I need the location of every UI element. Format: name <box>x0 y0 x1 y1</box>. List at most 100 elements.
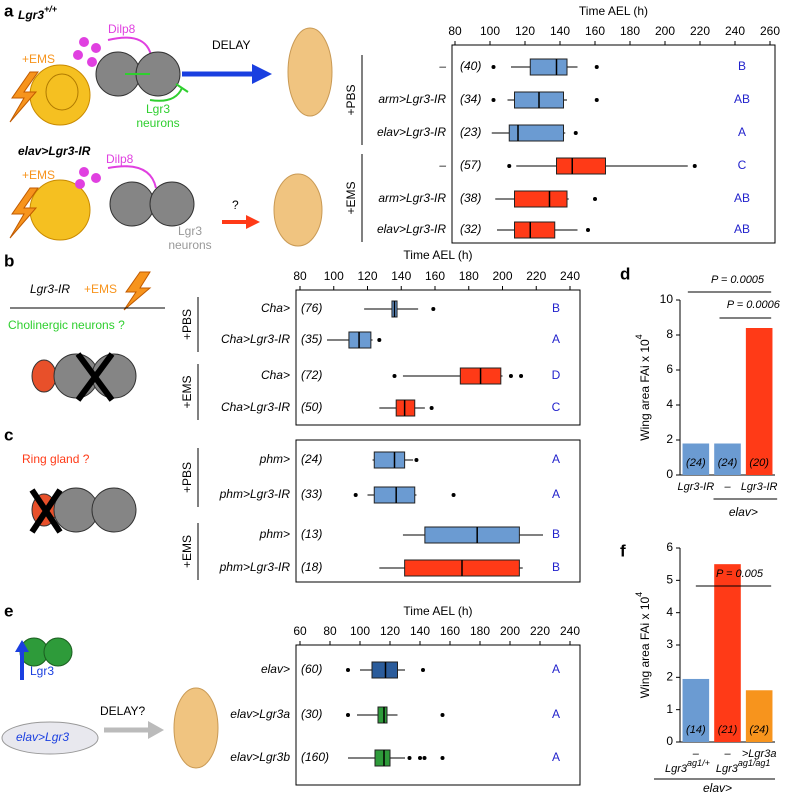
outlier <box>431 307 436 311</box>
axis-title: Time AEL (h) <box>403 248 472 262</box>
arrow-head <box>148 721 164 739</box>
neurons-label: Lgr3 <box>146 102 170 116</box>
outlier <box>594 65 599 69</box>
y-axis-title-sup: 4 <box>634 592 644 597</box>
bar <box>682 678 710 742</box>
significance-letter: C <box>738 158 747 172</box>
row-label: arm>Lgr3-IR <box>378 191 446 205</box>
significance-letter: B <box>738 59 746 73</box>
panel-label: b <box>4 251 14 270</box>
significance-letter: A <box>552 332 560 346</box>
x-tick-label: 120 <box>515 24 535 38</box>
x-tick-label: Lgr3-IR <box>741 481 778 493</box>
significance-letter: A <box>552 707 560 721</box>
significance-letter: A <box>552 750 560 764</box>
x-tick-label: – <box>692 748 700 760</box>
outlier <box>377 338 382 342</box>
y-tick-label: 6 <box>666 362 673 376</box>
x-tick-label: 140 <box>410 624 430 638</box>
x-tick-label: 180 <box>459 269 479 283</box>
group-label: elav> <box>729 505 758 519</box>
treatment: +EMS <box>22 52 55 66</box>
outlier <box>392 374 397 378</box>
sample-size: (30) <box>301 707 322 721</box>
panel-label: c <box>4 425 13 444</box>
significance-letter: B <box>552 560 560 574</box>
x-tick-label: 200 <box>500 624 520 638</box>
significance-letter: A <box>552 487 560 501</box>
sample-size: (18) <box>301 560 322 574</box>
box <box>395 399 416 417</box>
x-tick-label: 80 <box>448 24 462 38</box>
pupa <box>173 687 219 769</box>
box <box>556 157 606 175</box>
p-value: P = 0.0005 <box>711 274 765 286</box>
dilp8-dots <box>73 37 101 67</box>
treatment: +EMS <box>22 168 55 182</box>
cross <box>29 488 63 534</box>
x-tick-label: 200 <box>492 269 512 283</box>
x-tick-label: 120 <box>357 269 377 283</box>
significance-letter: D <box>552 368 561 382</box>
row-label: phm> <box>259 452 290 466</box>
arrow-head <box>252 64 272 84</box>
dot <box>91 43 101 53</box>
lightning <box>123 271 152 311</box>
sample-size: (35) <box>301 332 322 346</box>
inhibition <box>149 87 183 102</box>
neurons-label: neurons <box>168 238 211 252</box>
box <box>424 526 520 544</box>
row-label: elav> <box>261 662 290 676</box>
x-tick-label: 180 <box>620 24 640 38</box>
cross <box>75 352 115 402</box>
neurons-label: neurons <box>136 116 179 130</box>
row-label: arm>Lgr3-IR <box>378 92 446 106</box>
x-tick-label: 100 <box>324 269 344 283</box>
y-tick-label: 6 <box>666 540 673 554</box>
panel-label: e <box>4 601 13 620</box>
sample-size: (72) <box>301 368 322 382</box>
sample-size: (34) <box>460 92 481 106</box>
axis-title: Time AEL (h) <box>403 604 472 618</box>
panel-label: a <box>4 1 14 20</box>
sample-size: (24) <box>686 457 706 469</box>
bar <box>682 443 710 475</box>
box <box>374 749 391 767</box>
plot-frame <box>295 439 581 583</box>
row-label: – <box>438 158 446 172</box>
outlier <box>346 668 350 672</box>
sample-size: (57) <box>460 158 481 172</box>
x-tick-label: 160 <box>585 24 605 38</box>
y-tick-label: 4 <box>666 605 673 619</box>
row-label: elav>Lgr3-IR <box>377 222 446 236</box>
significance-letter: C <box>552 400 561 414</box>
outlier <box>491 98 496 102</box>
x-tick-label: 100 <box>480 24 500 38</box>
y-tick-label: 5 <box>666 573 673 587</box>
schematic-c: Ring gland ? <box>22 452 137 534</box>
outlier <box>418 756 422 760</box>
sample-size: (24) <box>718 457 738 469</box>
disc-fold <box>45 73 79 111</box>
sample-size: (76) <box>301 301 322 315</box>
x-tick-label: 240 <box>725 24 745 38</box>
sample-size: (24) <box>301 452 322 466</box>
group-label: elav> <box>703 781 732 795</box>
larva <box>273 173 323 247</box>
signal: Dilp8 <box>106 152 134 166</box>
row-label: Cha> <box>261 368 290 382</box>
outlier <box>491 65 496 69</box>
sample-size: (60) <box>301 662 322 676</box>
x-tick-label: 100 <box>350 624 370 638</box>
dot <box>91 173 101 183</box>
significance-letter: B <box>552 301 560 315</box>
outlier <box>692 164 697 168</box>
plot-frame <box>295 644 581 786</box>
sample-size: (50) <box>301 400 322 414</box>
outlier <box>346 713 350 717</box>
x-tick-label: 80 <box>293 269 307 283</box>
sample-size: (32) <box>460 222 481 236</box>
question: Ring gland ? <box>22 452 90 466</box>
outlier <box>594 98 599 102</box>
signal: Dilp8 <box>108 22 136 36</box>
